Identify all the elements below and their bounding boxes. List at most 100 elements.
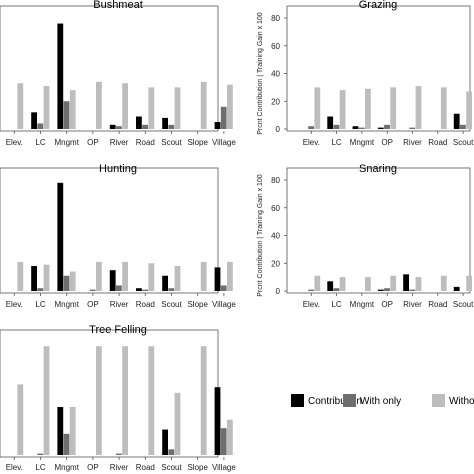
bar-with-only	[37, 453, 44, 455]
bar-contribution	[109, 124, 116, 129]
bar-without	[227, 84, 233, 129]
bar-without	[69, 271, 76, 291]
bar-without	[69, 406, 76, 455]
bar-without	[466, 91, 472, 129]
x-tick-label: Road	[136, 463, 155, 472]
x-tick-label: Mngmt	[350, 138, 375, 147]
bar-with-only	[37, 288, 44, 291]
panel-frame	[0, 5, 219, 132]
bar-with-only	[220, 285, 227, 291]
x-tick-label: Mngmt	[54, 463, 79, 472]
bar-contribution	[57, 182, 64, 291]
panel-frame	[286, 167, 471, 294]
bar-without	[200, 261, 207, 291]
bar-contribution	[377, 289, 384, 291]
x-tick-label: Mngmt	[350, 300, 375, 309]
bar-with-only	[220, 428, 227, 455]
bar-with-only	[142, 289, 148, 291]
bar-contribution	[214, 122, 221, 129]
bar-contribution	[403, 274, 409, 291]
y-tick-label: 80	[271, 176, 280, 185]
bar-contribution	[377, 127, 384, 129]
panel-5: Tree Felling Elev. LC Mngmt OP River Road Scout…	[0, 324, 236, 472]
bar-with-only	[409, 289, 416, 291]
panel-title: Tree Felling	[89, 324, 147, 336]
panel-frame	[0, 329, 219, 458]
bar-without	[200, 81, 207, 129]
bar-without	[365, 88, 371, 129]
bar-contribution	[327, 116, 334, 129]
bar-with-only	[333, 288, 340, 291]
y-tick-label: 20	[271, 97, 280, 106]
bar-without	[390, 275, 397, 291]
legend-label: With only	[360, 396, 401, 407]
x-tick-label: LC	[35, 300, 45, 309]
y-tick-label: 80	[271, 14, 280, 23]
x-tick-label: OP	[87, 463, 99, 472]
x-tick-label: Mngmt	[54, 138, 79, 147]
x-tick-label: Road	[136, 138, 155, 147]
panel-title: Snaring	[359, 163, 397, 175]
panel-title: Hunting	[99, 163, 137, 175]
bar-without	[96, 261, 102, 291]
bar-without	[17, 83, 24, 129]
x-tick-label: LC	[35, 138, 45, 147]
legend-item-with-only: With only	[343, 394, 401, 407]
x-tick-label: OP	[87, 300, 99, 309]
bar-with-only	[168, 449, 175, 455]
panel-title: Bushmeat	[93, 0, 143, 11]
x-tick-label: Elev.	[6, 463, 23, 472]
bar-contribution	[214, 387, 221, 455]
bar-with-only	[220, 106, 227, 129]
legend-swatch	[432, 394, 445, 407]
x-tick-label: OP	[381, 138, 393, 147]
bar-without	[440, 275, 447, 291]
x-tick-label: Slope	[187, 463, 208, 472]
bar-contribution	[57, 23, 64, 129]
bar-contribution	[214, 267, 221, 291]
bar-contribution	[453, 113, 460, 129]
bar-contribution	[352, 126, 359, 129]
x-tick-label: OP	[381, 300, 393, 309]
x-tick-label: Road	[428, 138, 447, 147]
bar-without	[339, 90, 346, 129]
panel-2: Grazing 0 20 40 60 80 Prcnt Contribution | Tra…	[257, 0, 474, 147]
bar-contribution	[162, 275, 168, 291]
panel-frame	[286, 5, 471, 132]
bar-without	[339, 277, 346, 291]
panel-4: Snaring 0 20 40 60 80 Prcnt Contribution | Tra…	[257, 163, 474, 309]
x-tick-label: Road	[428, 300, 447, 309]
y-tick-label: 40	[271, 232, 280, 241]
bar-contribution	[162, 429, 168, 455]
bar-without	[43, 264, 50, 291]
bar-contribution	[109, 270, 116, 291]
legend-swatch	[291, 394, 304, 407]
x-tick-label: Scout	[161, 138, 182, 147]
x-tick-label: Village	[212, 463, 236, 472]
panel-frame	[0, 167, 219, 294]
bar-without	[17, 384, 24, 455]
x-tick-label: River	[110, 300, 129, 309]
panel-3: Hunting Elev. LC Mngmt OP River Road Scout Slope…	[0, 163, 236, 309]
x-tick-label: LC	[331, 138, 341, 147]
bar-without	[148, 87, 155, 129]
bar-contribution	[136, 288, 142, 291]
bar-contribution	[57, 406, 64, 455]
bar-with-only	[168, 288, 175, 291]
y-tick-label: 0	[276, 287, 281, 296]
x-tick-label: River	[110, 463, 129, 472]
bar-with-only	[308, 126, 314, 129]
y-tick-label: 20	[271, 259, 280, 268]
y-tick-label: 40	[271, 70, 280, 79]
legend-item-without: Witho	[432, 394, 474, 407]
y-axis-label: Prcnt Contribution | Training Gain x 100	[257, 12, 264, 135]
bar-with-only	[116, 453, 122, 455]
bar-contribution	[136, 116, 142, 129]
bar-without	[314, 87, 321, 129]
x-tick-label: Village	[212, 300, 236, 309]
x-tick-label: OP	[87, 138, 99, 147]
bar-without	[227, 419, 233, 455]
x-tick-label: Village	[212, 138, 236, 147]
bar-without	[415, 85, 422, 129]
